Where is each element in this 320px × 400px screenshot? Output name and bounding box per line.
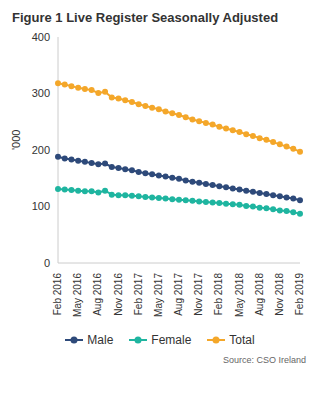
svg-text:Nov 2016: Nov 2016 <box>113 273 124 316</box>
svg-text:Aug 2016: Aug 2016 <box>92 273 103 316</box>
svg-text:Aug 2018: Aug 2018 <box>254 273 265 316</box>
html-text:Figure 1 Live Register Seasona: Figure 1 Live Register Seasonally Adjust… <box>12 10 279 25</box>
svg-text:Nov 2018: Nov 2018 <box>274 273 285 316</box>
svg-text:Feb 2018: Feb 2018 <box>213 273 224 316</box>
svg-text:Nov 2017: Nov 2017 <box>193 273 204 316</box>
svg-text:200: 200 <box>32 144 50 156</box>
svg-text:Feb 2016: Feb 2016 <box>52 273 63 316</box>
svg-text:300: 300 <box>32 87 50 99</box>
svg-text:May 2018: May 2018 <box>234 273 245 317</box>
svg-text:100: 100 <box>32 200 50 212</box>
svg-text:400: 400 <box>32 31 50 43</box>
svg-text:Feb 2017: Feb 2017 <box>133 273 144 316</box>
svg-text:0: 0 <box>44 257 50 269</box>
svg-text:Feb 2019: Feb 2019 <box>294 273 305 316</box>
svg-text:'000: '000 <box>10 130 22 150</box>
html-text:Total: Total <box>229 333 255 347</box>
html-text:Source: CSO Ireland: Source: CSO Ireland <box>223 355 306 365</box>
html-text:Female: Female <box>151 333 192 347</box>
svg-text:May 2017: May 2017 <box>153 273 164 317</box>
svg-text:May 2016: May 2016 <box>72 273 83 317</box>
html-text:Male: Male <box>87 333 114 347</box>
svg-text:Aug 2017: Aug 2017 <box>173 273 184 316</box>
